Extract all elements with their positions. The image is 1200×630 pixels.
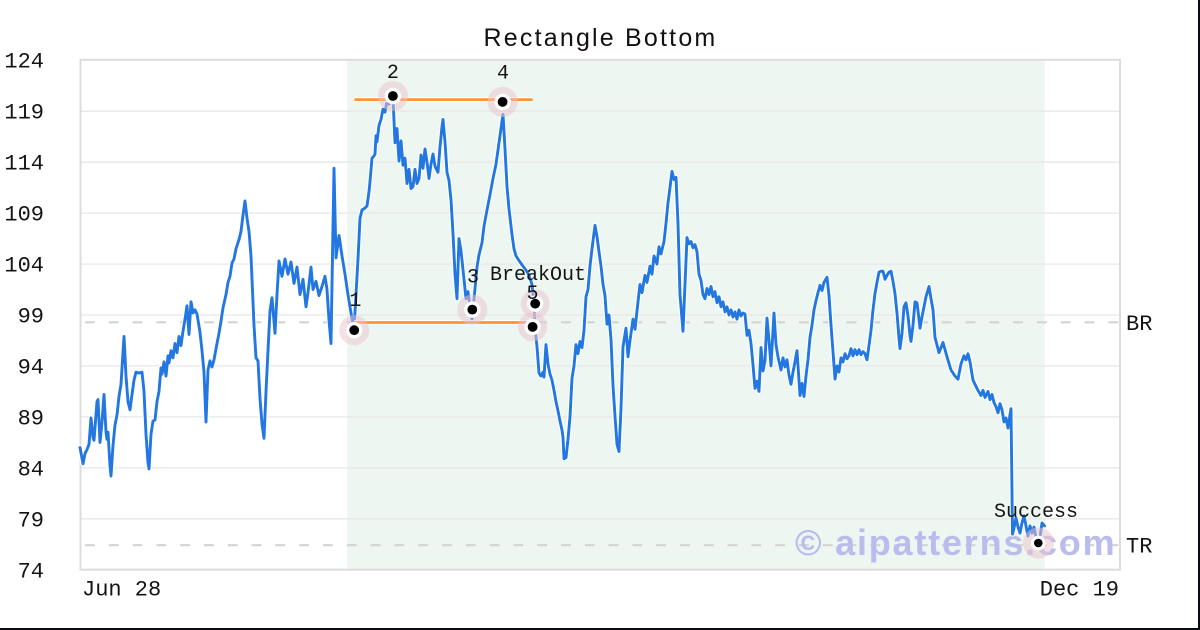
- svg-text:119: 119: [4, 101, 44, 126]
- svg-text:74: 74: [18, 559, 44, 584]
- svg-text:Jun 28: Jun 28: [82, 578, 161, 603]
- svg-text:Rectangle Bottom: Rectangle Bottom: [484, 24, 718, 52]
- svg-text:94: 94: [18, 355, 44, 380]
- svg-text:Success: Success: [994, 501, 1078, 524]
- svg-text:BR: BR: [1126, 312, 1152, 337]
- svg-text:109: 109: [4, 203, 44, 228]
- svg-text:BreakOut: BreakOut: [490, 264, 586, 287]
- svg-text:5: 5: [526, 283, 538, 306]
- svg-text:104: 104: [4, 254, 44, 279]
- svg-text:1: 1: [349, 290, 361, 313]
- svg-text:89: 89: [18, 406, 44, 431]
- svg-text:Dec 19: Dec 19: [1040, 578, 1119, 603]
- svg-text:99: 99: [18, 305, 44, 330]
- svg-text:TR: TR: [1126, 535, 1152, 560]
- svg-text:© aipatterns.com: © aipatterns.com: [795, 522, 1116, 563]
- svg-text:2: 2: [387, 62, 399, 85]
- svg-text:4: 4: [497, 63, 509, 86]
- svg-text:79: 79: [18, 508, 44, 533]
- svg-text:3: 3: [467, 267, 479, 290]
- svg-text:114: 114: [4, 152, 44, 177]
- svg-text:84: 84: [18, 457, 44, 482]
- svg-text:124: 124: [4, 50, 44, 75]
